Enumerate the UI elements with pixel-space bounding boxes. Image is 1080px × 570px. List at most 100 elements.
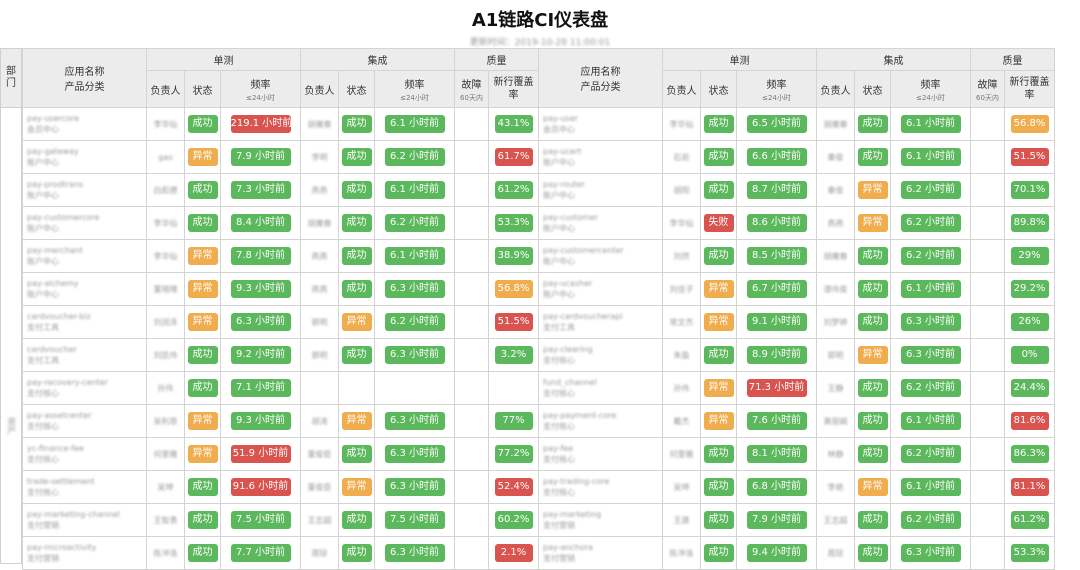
coverage-badge: 3.2% [494, 346, 533, 364]
coverage-badge: 26% [1010, 313, 1049, 331]
int-freq-cell: 6.2 小时前 [890, 173, 971, 207]
int-owner: 周琼 [827, 548, 844, 558]
unit-status-badge: 成功 [703, 478, 734, 496]
app-cell: pay-clearing 支付核心 [538, 338, 663, 372]
failures-cell [970, 470, 1005, 504]
app-name[interactable]: pay-customercenter [543, 246, 624, 255]
app-name[interactable]: fund_channel [543, 378, 597, 387]
unit-owner-header: 负责人 [662, 70, 701, 108]
failures-sublabel: 60天内 [976, 93, 999, 102]
app-name[interactable]: pay-ucert [543, 147, 582, 156]
unit-freq-cell: 8.9 小时前 [736, 338, 817, 372]
int-freq-badge: 6.3 小时前 [384, 346, 445, 364]
int-status-cell: 异常 [854, 470, 891, 504]
unit-status-badge: 成功 [703, 148, 734, 166]
app-name[interactable]: pay-anchora [543, 543, 593, 552]
app-name[interactable]: pay-assetcenter [27, 411, 92, 420]
int-owner: 王志超 [823, 515, 848, 525]
product-category: 账户中心 [543, 257, 575, 266]
unit-status-cell: 异常 [700, 305, 737, 339]
int-freq-cell: 6.2 小时前 [890, 503, 971, 537]
coverage-badge: 77.2% [494, 445, 533, 463]
app-name[interactable]: cardvoucher [27, 345, 77, 354]
app-name[interactable]: pay-prodtrans [27, 180, 84, 189]
product-category: 账户中心 [543, 290, 575, 299]
app-name[interactable]: pay-customercore [27, 213, 100, 222]
unit-freq-cell: 7.7 小时前 [220, 536, 301, 570]
unit-owner: 孙伟 [157, 383, 174, 393]
unit-owner-cell: 李华仙 [662, 107, 701, 141]
int-status-badge: 成功 [857, 148, 888, 166]
coverage-badge: 81.1% [1010, 478, 1049, 496]
unit-freq-cell: 6.6 小时前 [736, 140, 817, 174]
unit-owner: 孙伟 [673, 383, 690, 393]
unit-status-cell: 成功 [700, 470, 737, 504]
app-name[interactable]: pay-recovery-center [27, 378, 108, 387]
coverage-cell: 3.2% [488, 338, 539, 372]
int-freq-badge: 6.2 小时前 [900, 181, 961, 199]
app-name[interactable]: pay-router [543, 180, 585, 189]
int-owner: 胡魔春 [307, 218, 332, 228]
unit-owner-cell: 孙伟 [662, 371, 701, 405]
int-status-cell: 异常 [338, 470, 375, 504]
unit-status-badge: 成功 [703, 181, 734, 199]
int-owner-cell: 李艳 [816, 470, 855, 504]
int-freq-badge: 6.3 小时前 [384, 544, 445, 562]
app-cell: pay-gateway 账户中心 [22, 140, 147, 174]
unit-status-cell: 异常 [700, 272, 737, 306]
unit-owner: 何雯雅 [669, 449, 694, 459]
product-category: 账户中心 [543, 224, 575, 233]
app-name[interactable]: pay-gateway [27, 147, 79, 156]
unit-freq-badge: 7.5 小时前 [230, 511, 291, 529]
app-name[interactable]: pay-payment-core [543, 411, 617, 420]
app-name[interactable]: pay-customer [543, 213, 599, 222]
app-name[interactable]: pay-user [543, 114, 578, 123]
app-name[interactable]: pay-trading-core [543, 477, 610, 486]
int-freq-header: 频率 ≤24小时 [374, 70, 455, 108]
app-cell: pay-customercenter 账户中心 [538, 239, 663, 273]
app-name[interactable]: cardvoucher-biz [27, 312, 91, 321]
app-name[interactable]: trade-settlement [27, 477, 95, 486]
unit-status-cell: 成功 [184, 173, 221, 207]
int-status-badge: 成功 [341, 181, 372, 199]
unit-freq-cell: 9.1 小时前 [736, 305, 817, 339]
product-category: 支付工具 [27, 323, 59, 332]
int-freq-cell: 6.3 小时前 [374, 272, 455, 306]
unit-status-badge: 成功 [703, 247, 734, 265]
failures-cell [970, 272, 1005, 306]
product-category: 支付营销 [27, 521, 59, 530]
product-category: 支付核心 [27, 455, 59, 464]
unit-status-cell: 异常 [184, 437, 221, 471]
app-name[interactable]: pay-ucasher [543, 279, 593, 288]
int-status-cell: 成功 [338, 437, 375, 471]
app-name[interactable]: pay-alchemy [27, 279, 79, 288]
int-owner-cell: 胡魔春 [300, 107, 339, 141]
app-name[interactable]: pay-usercore [27, 114, 80, 123]
int-status-badge: 异常 [341, 313, 372, 331]
app-name[interactable]: pay-marketing [543, 510, 602, 519]
coverage-cell: 0% [1004, 338, 1055, 372]
app-name[interactable]: pay-clearing [543, 345, 593, 354]
app-name[interactable]: pay-fee [543, 444, 574, 453]
int-freq-cell: 6.1 小时前 [374, 239, 455, 273]
product-category: 账户中心 [27, 257, 59, 266]
unit-status-cell: 成功 [184, 338, 221, 372]
app-cell: pay-trading-core 支付核心 [538, 470, 663, 504]
app-name[interactable]: pay-marketing-channel [27, 510, 120, 519]
app-name[interactable]: pay-microactivity [27, 543, 97, 552]
int-status-badge: 异常 [857, 346, 888, 364]
app-name[interactable]: pay-merchant [27, 246, 83, 255]
unit-status-badge: 成功 [703, 115, 734, 133]
product-category: 支付核心 [543, 422, 575, 431]
int-freq-badge: 6.1 小时前 [900, 115, 961, 133]
page-title: A1链路CI仪表盘 [471, 10, 609, 31]
product-category: 支付核心 [27, 422, 59, 431]
product-category: 支付核心 [543, 455, 575, 464]
app-name[interactable]: yc-finance-fee [27, 444, 84, 453]
unit-freq-badge: 6.8 小时前 [746, 478, 807, 496]
unit-owner: 白彪德 [153, 185, 178, 195]
app-cell: yc-finance-fee 支付核心 [22, 437, 147, 471]
app-name[interactable]: pay-cardvoucherapi [543, 312, 623, 321]
int-owner-cell: 燕燕 [816, 206, 855, 240]
int-owner-cell: 刘梦婷 [816, 305, 855, 339]
